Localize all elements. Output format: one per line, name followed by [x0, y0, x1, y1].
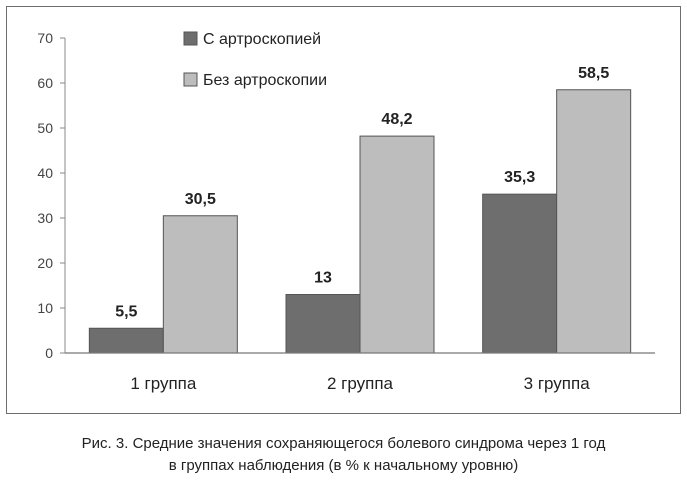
bar	[88, 327, 164, 354]
y-tick-label: 20	[37, 255, 53, 271]
caption-line-1: Рис. 3. Средние значения сохраняющегося …	[81, 435, 606, 452]
caption-line-2: в группах наблюдения (в % к начальному у…	[168, 457, 519, 474]
legend-label: С артроскопией	[203, 31, 321, 48]
x-category-label: 3 группа	[524, 374, 591, 393]
legend-swatch	[183, 31, 198, 46]
data-label: 58,5	[578, 65, 609, 82]
y-tick-label: 40	[37, 165, 53, 181]
data-label: 13	[314, 270, 332, 287]
x-category-label: 2 группа	[327, 374, 394, 393]
legend-label: Без артроскопии	[203, 72, 327, 89]
y-tick-label: 50	[37, 120, 53, 136]
bar	[556, 89, 632, 354]
y-tick-label: 60	[37, 75, 53, 91]
y-tick-label: 70	[37, 30, 53, 46]
y-tick-label: 30	[37, 210, 53, 226]
bar-chart: 0 10 20 30 40 50 60 70 5,5 30,5 1 группа 13 48,2 2 гр…	[37, 30, 655, 393]
y-tick-label: 0	[45, 345, 53, 361]
legend-swatch	[183, 72, 198, 87]
x-category-label: 1 группа	[130, 374, 197, 393]
bar	[482, 193, 558, 354]
data-label: 5,5	[115, 303, 137, 320]
data-label: 30,5	[185, 191, 216, 208]
bar	[162, 215, 238, 354]
y-tick-label: 10	[37, 300, 53, 316]
bar	[359, 135, 435, 354]
figure-caption: Рис. 3. Средние значения сохраняющегося …	[0, 433, 687, 477]
chart-frame: 0 10 20 30 40 50 60 70 5,5 30,5 1 группа 13 48,2 2 гр…	[6, 6, 681, 414]
bar	[285, 294, 361, 354]
data-label: 35,3	[504, 169, 535, 186]
data-label: 48,2	[381, 111, 412, 128]
